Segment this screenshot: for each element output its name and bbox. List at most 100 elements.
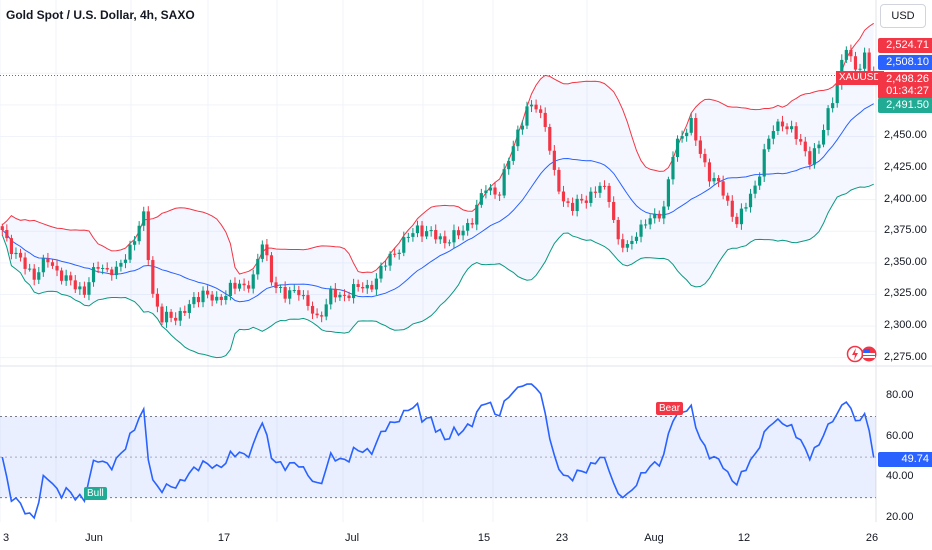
- candle: [288, 290, 292, 299]
- price-tick-label: 2,450.00: [884, 129, 927, 142]
- bollinger-lower: [1, 183, 874, 359]
- candle: [119, 262, 123, 267]
- candle: [342, 294, 347, 296]
- candle: [260, 244, 264, 259]
- candle: [315, 313, 319, 316]
- candle: [844, 49, 848, 60]
- rsi-tick-label: 60.00: [886, 429, 914, 442]
- candle: [178, 310, 182, 321]
- candle: [324, 304, 328, 317]
- candle: [370, 284, 374, 290]
- candle: [41, 258, 45, 273]
- candle: [215, 296, 219, 301]
- candle: [64, 275, 68, 281]
- candle: [151, 260, 155, 294]
- candle: [803, 141, 807, 152]
- time-tick-label: 17: [217, 532, 231, 544]
- candle: [739, 208, 744, 225]
- candle: [402, 237, 406, 253]
- candle: [529, 104, 534, 107]
- price-tag-high: 2,524.71: [878, 38, 932, 53]
- price-tick-label: 2,300.00: [884, 319, 927, 332]
- candle: [452, 230, 456, 243]
- candle: [192, 296, 196, 305]
- candle: [374, 278, 379, 290]
- candle: [685, 132, 689, 137]
- candle: [721, 181, 725, 196]
- candle: [96, 267, 100, 269]
- candle: [821, 129, 826, 145]
- price-tick-label: 2,325.00: [884, 287, 927, 300]
- candle: [520, 125, 525, 130]
- candle: [653, 213, 657, 219]
- candle: [18, 252, 23, 258]
- candle: [475, 204, 479, 225]
- candle: [424, 231, 429, 237]
- price-tick-label: 2,425.00: [884, 161, 927, 174]
- candle: [570, 202, 575, 211]
- candle: [123, 259, 128, 263]
- candle: [164, 311, 169, 323]
- candle: [862, 52, 867, 69]
- candle: [580, 198, 584, 201]
- candle: [666, 179, 671, 207]
- price-tag-blue: 2,508.10: [878, 55, 932, 70]
- candle: [616, 219, 620, 240]
- candle: [447, 242, 452, 244]
- time-tick-label: 3: [2, 532, 10, 544]
- candle: [383, 265, 388, 267]
- candle: [269, 255, 274, 283]
- candle: [516, 129, 520, 147]
- candle: [602, 185, 607, 187]
- candle: [91, 267, 96, 283]
- candle: [256, 258, 260, 275]
- candle: [59, 270, 64, 281]
- candle: [105, 268, 109, 270]
- candle: [488, 187, 493, 191]
- candle: [379, 265, 383, 279]
- candle: [698, 140, 702, 154]
- candle: [356, 284, 360, 288]
- candle: [406, 236, 410, 238]
- candle: [183, 310, 187, 313]
- candle: [237, 283, 242, 289]
- candle: [265, 244, 269, 256]
- candle: [32, 268, 36, 280]
- candle: [365, 284, 369, 289]
- candle: [361, 287, 365, 289]
- currency-button[interactable]: USD: [880, 4, 926, 28]
- candle: [575, 198, 579, 211]
- candle: [639, 224, 643, 237]
- candle: [142, 211, 146, 226]
- candle: [73, 280, 77, 290]
- candle: [767, 138, 771, 150]
- candle: [466, 223, 470, 231]
- time-tick-label: 23: [555, 532, 569, 544]
- candle: [511, 146, 515, 161]
- candle: [758, 176, 762, 186]
- candle: [497, 194, 502, 196]
- candle: [301, 295, 306, 297]
- candle: [744, 207, 748, 209]
- candle: [69, 275, 73, 281]
- candle: [808, 151, 812, 165]
- candle: [283, 287, 287, 299]
- bollinger-fill: [2, 23, 874, 358]
- price-tick-label: 2,375.00: [884, 224, 927, 237]
- candle: [648, 218, 652, 225]
- candle: [817, 144, 821, 149]
- candle: [689, 118, 693, 133]
- candle: [196, 296, 201, 303]
- candle: [347, 295, 351, 299]
- candle: [137, 225, 141, 242]
- alert-icons[interactable]: [846, 344, 878, 364]
- candle: [771, 130, 775, 139]
- candle: [278, 287, 283, 289]
- candle: [703, 153, 707, 163]
- bull-signal: Bull: [84, 487, 107, 500]
- candle: [634, 236, 639, 241]
- candle: [297, 290, 301, 296]
- candle: [310, 305, 315, 314]
- candle: [50, 262, 55, 266]
